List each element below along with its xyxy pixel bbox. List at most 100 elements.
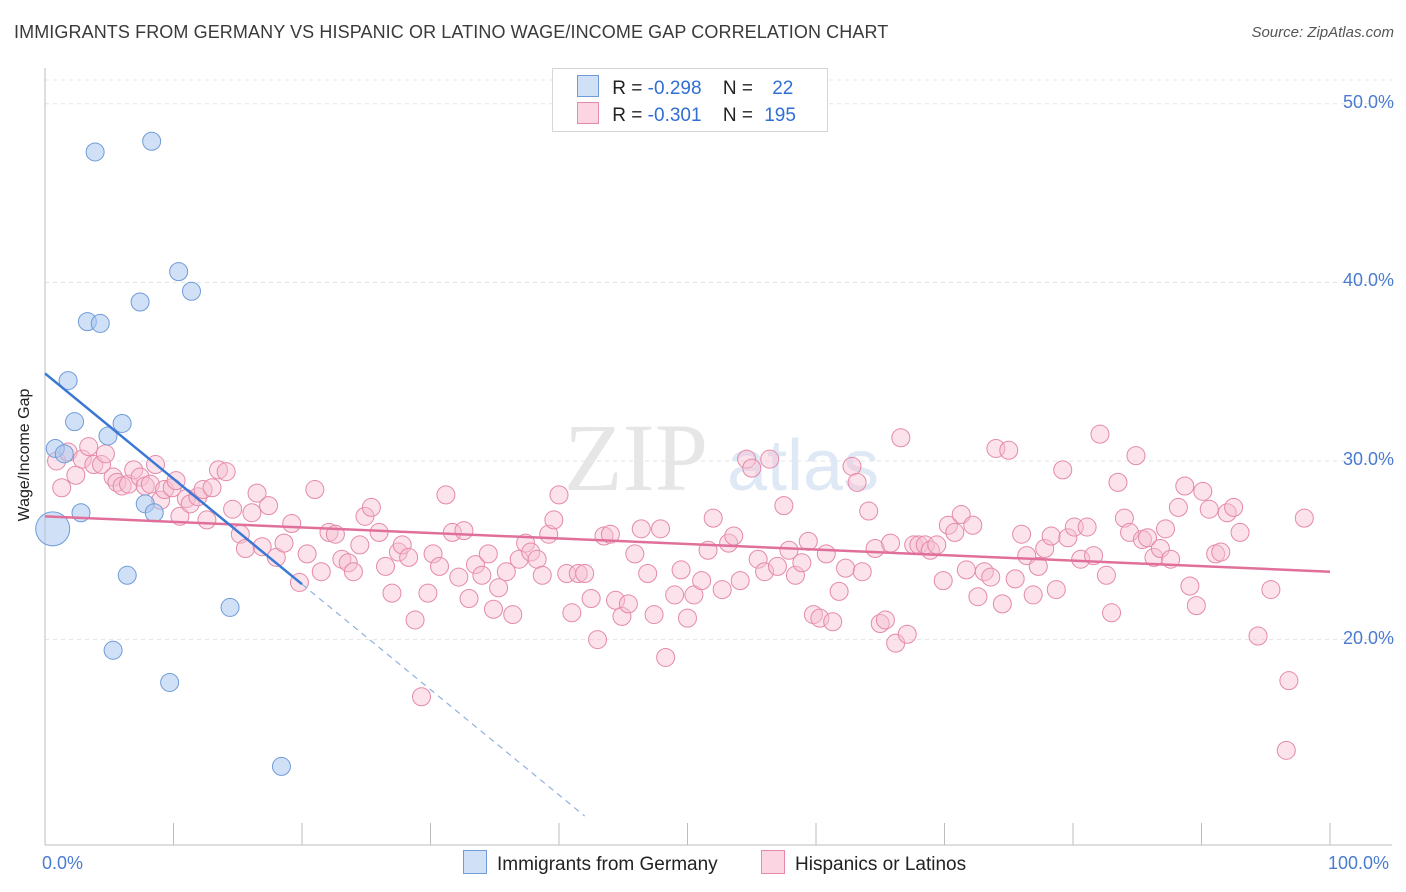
point-hispanic xyxy=(779,540,799,560)
point-hispanic xyxy=(412,687,432,707)
point-hispanic xyxy=(1114,508,1134,528)
correlation-legend: R = -0.298 N = 22 R = -0.301 N = 195 xyxy=(552,68,828,132)
point-hispanic xyxy=(755,562,775,582)
bottom-legend-germany: Immigrants from Germany xyxy=(463,850,718,876)
point-germany xyxy=(142,131,162,151)
point-hispanic xyxy=(124,460,144,480)
point-hispanic xyxy=(974,562,994,582)
point-hispanic xyxy=(92,455,112,475)
point-hispanic xyxy=(847,472,867,492)
point-hispanic xyxy=(730,571,750,591)
point-germany-large xyxy=(35,511,71,547)
point-hispanic xyxy=(311,562,331,582)
legend-r-value-germany: -0.298 xyxy=(647,78,702,99)
trend-line-germany-extension xyxy=(301,583,586,817)
point-hispanic xyxy=(1053,460,1073,480)
point-hispanic xyxy=(568,563,588,583)
point-hispanic xyxy=(927,535,947,555)
point-hispanic xyxy=(606,590,626,610)
point-hispanic xyxy=(748,549,768,569)
point-hispanic xyxy=(810,608,830,628)
point-hispanic xyxy=(1041,526,1061,546)
point-hispanic xyxy=(981,567,1001,587)
point-hispanic xyxy=(823,612,843,632)
point-hispanic xyxy=(252,537,272,557)
point-hispanic xyxy=(842,456,862,476)
point-hispanic xyxy=(600,524,620,544)
trend-lines xyxy=(44,372,1331,817)
point-hispanic xyxy=(803,605,823,625)
point-hispanic xyxy=(712,580,732,600)
point-hispanic xyxy=(544,510,564,530)
point-hispanic xyxy=(235,538,255,558)
point-hispanic xyxy=(282,513,302,533)
bottom-legend-label-hispanic: Hispanics or Latinos xyxy=(795,854,967,875)
point-hispanic xyxy=(692,571,712,591)
point-hispanic xyxy=(742,458,762,478)
point-hispanic xyxy=(483,599,503,619)
point-hispanic xyxy=(992,594,1012,614)
point-hispanic xyxy=(66,465,86,485)
point-hispanic xyxy=(180,494,200,514)
point-germany xyxy=(54,444,74,464)
point-hispanic xyxy=(625,544,645,564)
point-hispanic xyxy=(95,444,115,464)
point-hispanic xyxy=(575,563,595,583)
x-tick-max: 100.0% xyxy=(1328,853,1390,873)
point-hispanic xyxy=(897,624,917,644)
point-hispanic xyxy=(52,478,72,498)
legend-row-germany: R = -0.298 N = 22 xyxy=(577,75,793,99)
point-hispanic xyxy=(999,440,1019,460)
point-hispanic xyxy=(140,474,160,494)
point-hispanic xyxy=(1211,542,1231,562)
legend-swatch-germany xyxy=(577,75,599,97)
point-germany xyxy=(90,313,110,333)
point-hispanic xyxy=(859,501,879,521)
point-hispanic xyxy=(956,560,976,580)
point-germany xyxy=(103,640,123,660)
point-hispanic xyxy=(274,533,294,553)
point-hispanic xyxy=(1180,576,1200,596)
point-germany xyxy=(65,412,85,432)
legend-row-hispanic: R = -0.301 N = 195 xyxy=(577,102,796,126)
axes xyxy=(44,68,1392,846)
trend-line-hispanic xyxy=(44,515,1331,573)
point-hispanic xyxy=(119,474,139,494)
point-hispanic xyxy=(852,562,872,582)
bottom-legend-swatch-hispanic xyxy=(761,850,785,874)
point-hispanic xyxy=(774,496,794,516)
point-hispanic xyxy=(703,508,723,528)
point-hispanic xyxy=(933,571,953,591)
point-hispanic xyxy=(767,556,787,576)
point-hispanic xyxy=(1150,538,1170,558)
point-hispanic xyxy=(1224,497,1244,517)
point-hispanic xyxy=(891,428,911,448)
y-tick-label: 30.0% xyxy=(1342,448,1394,469)
point-hispanic xyxy=(305,480,325,500)
point-hispanic xyxy=(785,565,805,585)
point-hispanic xyxy=(79,437,99,457)
point-hispanic xyxy=(496,562,516,582)
point-hispanic xyxy=(392,535,412,555)
point-hispanic xyxy=(1046,580,1066,600)
point-hispanic xyxy=(968,587,988,607)
point-hispanic xyxy=(1138,528,1158,548)
point-hispanic xyxy=(1023,585,1043,605)
trend-line-germany xyxy=(44,372,303,586)
y-tick-label: 50.0% xyxy=(1342,91,1394,112)
y-tick-label: 20.0% xyxy=(1342,627,1394,648)
source-label: Source: ZipAtlas.com xyxy=(1251,24,1394,41)
point-hispanic xyxy=(963,515,983,535)
legend-r-label: R = xyxy=(612,78,643,99)
point-germany xyxy=(144,503,164,523)
point-hispanic xyxy=(938,515,958,535)
point-hispanic xyxy=(489,578,509,598)
legend-swatch-hispanic xyxy=(577,102,599,124)
point-hispanic xyxy=(527,549,547,569)
point-hispanic xyxy=(829,581,849,601)
point-hispanic xyxy=(651,519,671,539)
point-hispanic xyxy=(1156,519,1176,539)
bottom-legend-label-germany: Immigrants from Germany xyxy=(497,854,718,875)
point-hispanic xyxy=(399,547,419,567)
